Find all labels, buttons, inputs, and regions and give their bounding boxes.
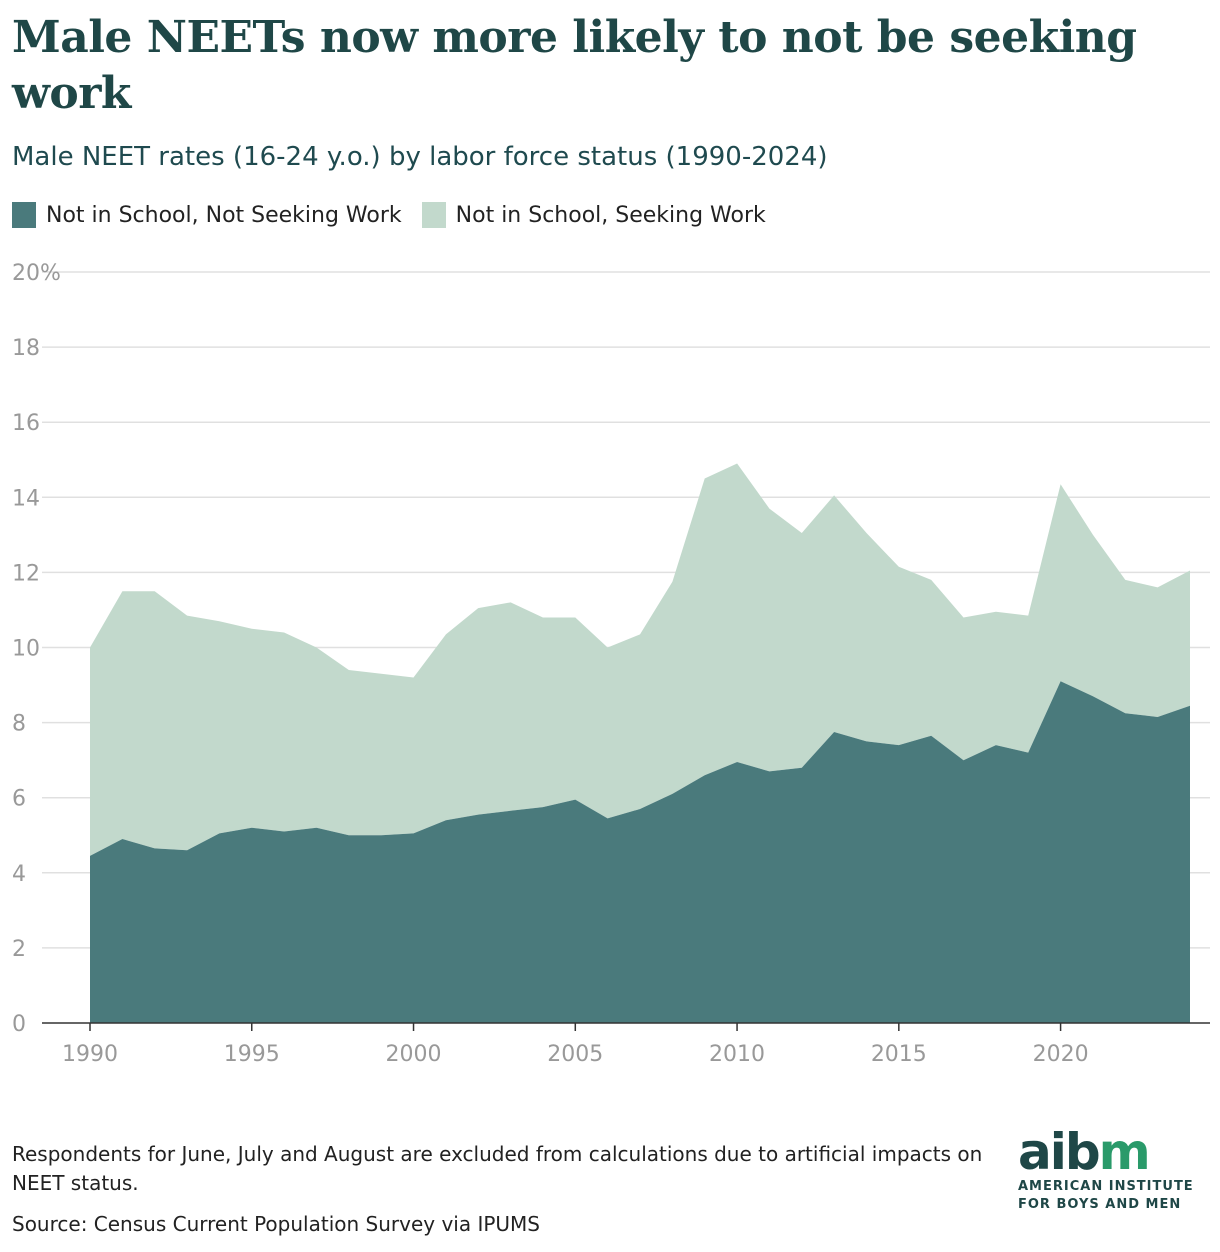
y-tick-label: 8 <box>12 712 26 737</box>
legend: Not in School, Not Seeking Work Not in S… <box>12 202 766 228</box>
x-tick-label: 1995 <box>224 1042 280 1067</box>
legend-label-not-seeking: Not in School, Not Seeking Work <box>46 202 402 228</box>
chart-subtitle: Male NEET rates (16-24 y.o.) by labor fo… <box>12 142 828 172</box>
legend-item-seeking[interactable]: Not in School, Seeking Work <box>421 202 766 228</box>
logo-mark-main: aib <box>1018 1123 1101 1181</box>
y-tick-label: 10 <box>12 637 40 662</box>
y-tick-label: 18 <box>12 336 40 361</box>
x-tick-label: 2020 <box>1033 1042 1089 1067</box>
logo-mark: aibm <box>1018 1126 1218 1178</box>
y-tick-label: 6 <box>12 787 26 812</box>
x-tick-label: 2005 <box>547 1042 603 1067</box>
y-tick-label: 16 <box>12 411 40 436</box>
chart-areas <box>90 463 1190 1023</box>
y-tick-label: 0 <box>12 1012 26 1037</box>
y-tick-label: 12 <box>12 561 40 586</box>
y-tick-label: 2 <box>12 937 26 962</box>
logo-line-2: FOR BOYS AND MEN <box>1018 1197 1182 1212</box>
chart-title: Male NEETs now more likely to not be see… <box>12 12 1137 119</box>
legend-item-not-seeking[interactable]: Not in School, Not Seeking Work <box>12 202 402 228</box>
logo-line-1: AMERICAN INSTITUTE <box>1018 1179 1194 1194</box>
source-note: Source: Census Current Population Survey… <box>12 1212 540 1236</box>
aibm-logo: aibm AMERICAN INSTITUTE FOR BOYS AND MEN <box>1018 1126 1218 1214</box>
area-seeking-work[interactable] <box>90 463 1190 856</box>
x-tick-label: 2015 <box>871 1042 927 1067</box>
legend-swatch-seeking <box>421 202 446 228</box>
y-tick-label: 4 <box>12 862 26 887</box>
y-tick-label: 20% <box>12 261 61 286</box>
y-tick-label: 14 <box>12 486 40 511</box>
footnote: Respondents for June, July and August ar… <box>12 1142 983 1195</box>
x-tick-label: 1990 <box>62 1042 118 1067</box>
x-axis: 1990 1995 2000 2005 2010 2015 2020 <box>42 1022 1210 1067</box>
logo-mark-accent: m <box>1098 1123 1151 1181</box>
legend-swatch-not-seeking <box>12 202 36 228</box>
legend-label-seeking: Not in School, Seeking Work <box>455 202 766 228</box>
x-tick-label: 2010 <box>709 1042 765 1067</box>
y-axis: 0 2 4 6 8 10 12 14 16 18 20% <box>12 261 61 1037</box>
area-chart: 0 2 4 6 8 10 12 14 16 18 20% 1990 1995 2000 2005 2010 2… <box>12 261 1210 1067</box>
x-tick-label: 2000 <box>386 1042 442 1067</box>
area-not-seeking-work[interactable] <box>90 681 1190 1023</box>
